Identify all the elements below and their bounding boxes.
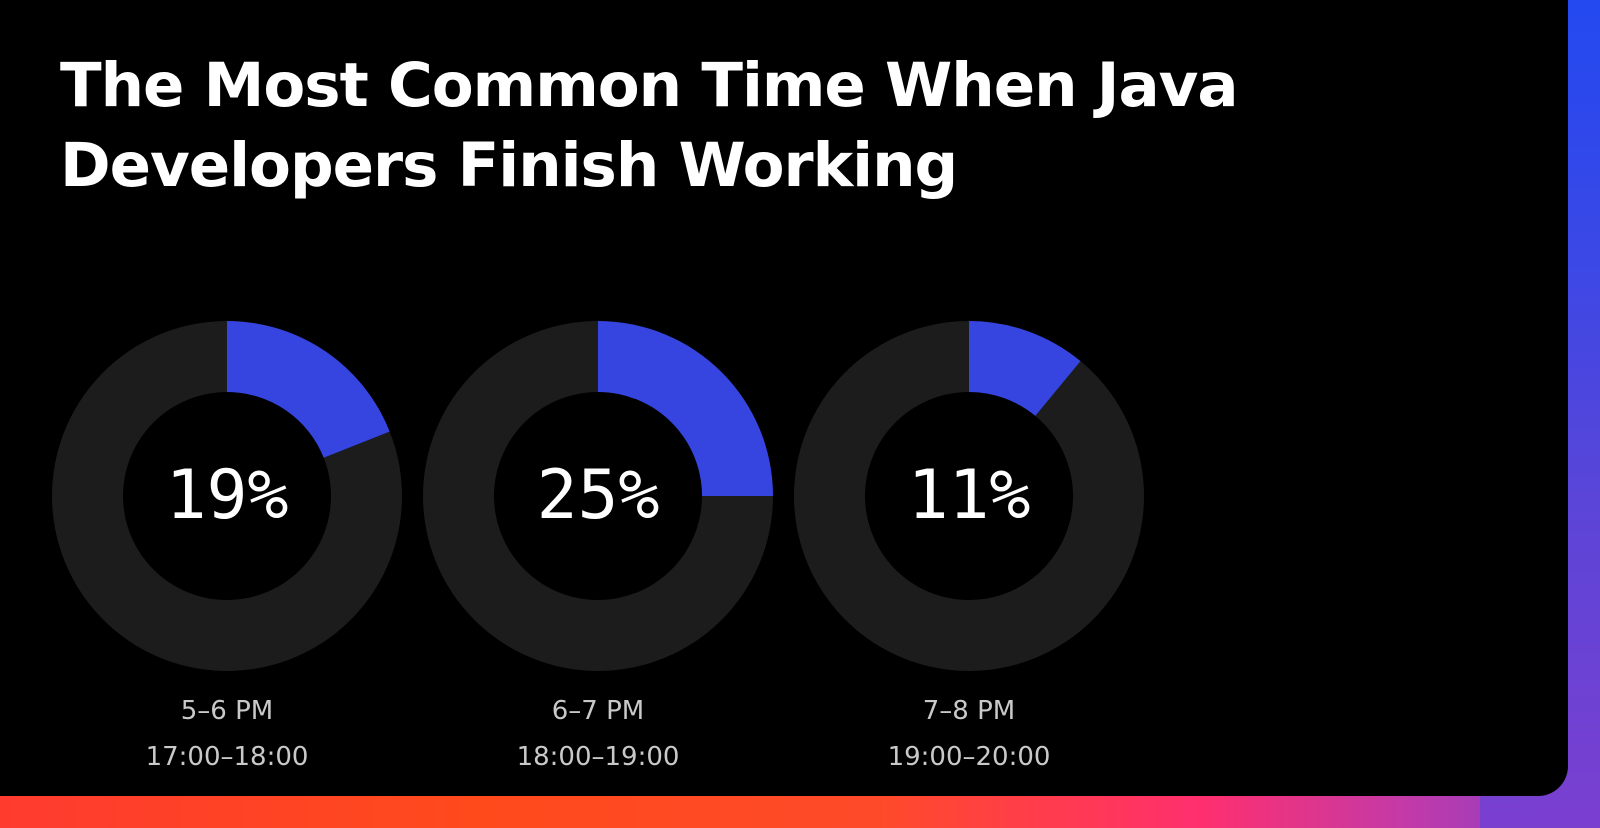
donut-value-arc: [227, 321, 390, 458]
donut-value-label: 25%: [536, 456, 660, 535]
donut-value-arc: [598, 321, 773, 496]
donut-track: [423, 321, 773, 671]
time-range-24h: 19:00–20:00: [887, 742, 1051, 772]
time-range-12h: 5–6 PM: [180, 696, 274, 726]
donut-chart-6-7pm: 25%: [423, 321, 773, 671]
donut-track: [794, 321, 1144, 671]
donut-chart-5-6pm: 19%: [52, 321, 402, 671]
donut-value-label: 19%: [165, 456, 289, 535]
chart-card: The Most Common Time When Java Developer…: [0, 0, 1568, 796]
donut-svg: [52, 321, 402, 671]
time-range-12h: 6–7 PM: [551, 696, 645, 726]
time-range-24h: 18:00–19:00: [516, 742, 680, 772]
time-range-24h: 17:00–18:00: [145, 742, 309, 772]
donut-category-label: 7–8 PM 19:00–20:00: [794, 688, 1144, 780]
donut-category-label: 6–7 PM 18:00–19:00: [423, 688, 773, 780]
time-range-12h: 7–8 PM: [922, 696, 1016, 726]
donut-chart-7-8pm: 11%: [794, 321, 1144, 671]
donut-svg: [794, 321, 1144, 671]
donut-value-label: 11%: [907, 456, 1031, 535]
donut-value-arc: [969, 321, 1081, 416]
chart-title: The Most Common Time When Java Developer…: [60, 50, 1239, 201]
donut-category-label: 5–6 PM 17:00–18:00: [52, 688, 402, 780]
donut-svg: [423, 321, 773, 671]
donut-track: [52, 321, 402, 671]
